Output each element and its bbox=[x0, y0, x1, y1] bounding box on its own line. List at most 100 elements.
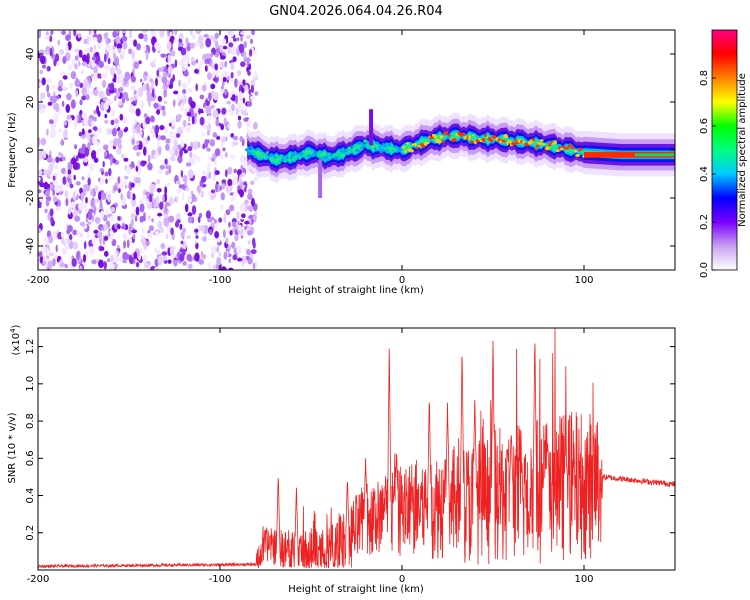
ridge-speckle bbox=[439, 135, 444, 139]
noise-blob bbox=[107, 97, 111, 103]
noise-blob bbox=[201, 224, 205, 234]
noise-blob bbox=[107, 57, 111, 65]
noise-blob bbox=[70, 201, 76, 209]
noise-blob bbox=[181, 82, 188, 89]
ridge-speckle bbox=[468, 135, 471, 140]
noise-blob bbox=[167, 54, 172, 64]
noise-blob bbox=[98, 259, 104, 269]
ridge-speckle bbox=[295, 152, 299, 156]
ridge-speckle bbox=[302, 150, 305, 153]
noise-blob bbox=[247, 205, 253, 211]
ridge-speckle bbox=[489, 139, 494, 143]
ridge-speckle bbox=[332, 153, 335, 157]
noise-blob bbox=[252, 262, 256, 270]
noise-blob bbox=[197, 156, 200, 163]
noise-blob bbox=[244, 186, 247, 193]
noise-blob bbox=[155, 77, 158, 87]
noise-blob bbox=[197, 35, 204, 44]
noise-blob bbox=[81, 54, 88, 63]
noise-blob bbox=[79, 221, 86, 227]
noise-blob bbox=[188, 157, 195, 163]
noise-blob bbox=[151, 149, 155, 156]
noise-blob bbox=[68, 174, 72, 180]
noise-blob bbox=[254, 71, 258, 79]
noise-blob bbox=[150, 84, 153, 92]
noise-blob bbox=[209, 139, 216, 147]
ridge-speckle bbox=[274, 155, 277, 159]
noise-blob bbox=[207, 114, 211, 122]
noise-blob bbox=[187, 146, 193, 152]
noise-blob bbox=[228, 42, 234, 48]
ridge-speckle bbox=[247, 152, 252, 156]
noise-blob bbox=[194, 252, 200, 262]
spike-down bbox=[318, 159, 323, 198]
y-tick-label: -20 bbox=[25, 190, 36, 206]
noise-blob bbox=[180, 240, 184, 245]
noise-blob bbox=[231, 90, 236, 95]
noise-blob bbox=[103, 261, 107, 270]
noise-blob bbox=[164, 158, 168, 165]
noise-blob bbox=[72, 210, 77, 217]
ridge-speckle bbox=[350, 149, 353, 153]
noise-blob bbox=[70, 71, 77, 80]
noise-blob bbox=[230, 196, 234, 202]
noise-blob bbox=[133, 39, 138, 47]
noise-blob bbox=[90, 198, 95, 208]
noise-blob bbox=[156, 179, 161, 185]
noise-blob bbox=[206, 72, 213, 80]
noise-blob bbox=[182, 227, 186, 234]
noise-blob bbox=[219, 46, 224, 51]
colorbar-tick-label: 0.2 bbox=[699, 214, 710, 230]
noise-blob bbox=[99, 168, 105, 172]
noise-blob bbox=[151, 218, 154, 223]
noise-blob bbox=[180, 140, 185, 148]
noise-blob bbox=[96, 55, 99, 65]
ridge-speckle bbox=[259, 149, 263, 152]
noise-blob bbox=[54, 253, 58, 261]
noise-blob bbox=[61, 30, 66, 35]
noise-blob bbox=[115, 251, 118, 262]
noise-blob bbox=[126, 239, 130, 249]
noise-blob bbox=[183, 63, 189, 69]
noise-blob bbox=[250, 95, 255, 100]
noise-blob bbox=[92, 89, 99, 96]
noise-blob bbox=[159, 169, 163, 175]
ridge-speckle bbox=[507, 140, 512, 144]
noise-blob bbox=[212, 92, 219, 101]
noise-blob bbox=[168, 84, 173, 89]
noise-blob bbox=[46, 83, 50, 93]
chart-title: GN04.2026.064.04.26.R04 bbox=[269, 4, 443, 19]
noise-blob bbox=[53, 164, 59, 170]
noise-blob bbox=[234, 230, 238, 236]
noise-blob bbox=[102, 74, 107, 79]
noise-blob bbox=[53, 112, 59, 123]
noise-blob bbox=[236, 245, 242, 255]
noise-blob bbox=[102, 160, 105, 168]
noise-blob bbox=[76, 251, 80, 260]
noise-blob bbox=[168, 215, 175, 223]
noise-blob bbox=[117, 129, 124, 139]
ridge-speckle bbox=[290, 155, 293, 160]
x-tick-label: 0 bbox=[399, 574, 405, 585]
noise-blob bbox=[193, 141, 198, 151]
noise-blob bbox=[137, 159, 141, 170]
noise-blob bbox=[136, 140, 140, 146]
noise-blob bbox=[70, 99, 76, 109]
ridge-speckle bbox=[466, 136, 469, 140]
noise-blob bbox=[195, 83, 198, 92]
ridge-speckle bbox=[356, 141, 362, 145]
ridge-speckle bbox=[541, 143, 546, 146]
noise-blob bbox=[142, 123, 147, 129]
noise-blob bbox=[88, 163, 95, 172]
noise-blob bbox=[116, 224, 121, 230]
noise-blob bbox=[190, 101, 196, 109]
noise-blob bbox=[82, 254, 87, 263]
noise-blob bbox=[44, 34, 50, 40]
noise-blob bbox=[128, 48, 133, 55]
noise-blob bbox=[122, 80, 126, 87]
noise-blob bbox=[135, 206, 140, 216]
noise-blob bbox=[55, 244, 58, 253]
noise-blob bbox=[66, 115, 72, 120]
